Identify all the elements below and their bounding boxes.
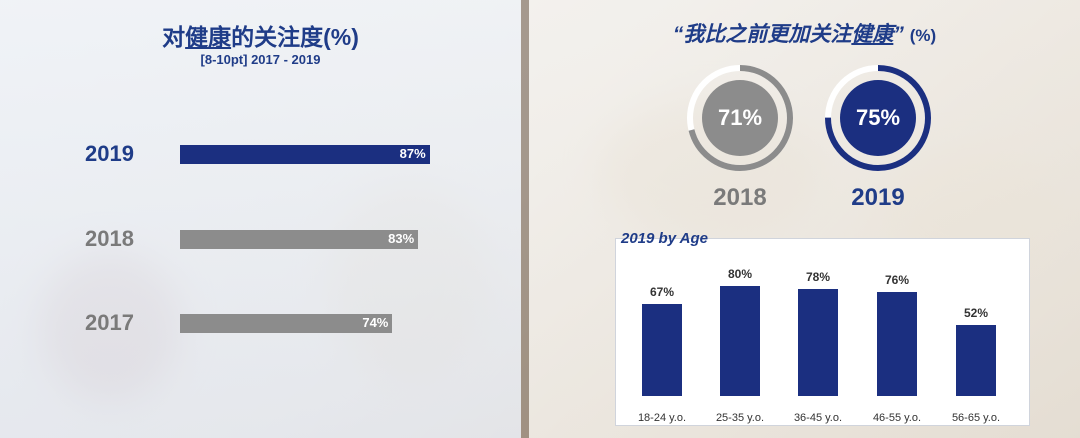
age-bar xyxy=(720,286,760,396)
left-panel xyxy=(0,0,521,438)
right-title-text: “我比之前更加关注 xyxy=(672,23,852,46)
age-category-label: 56-65 y.o. xyxy=(951,412,1001,424)
left-title-text: 对 xyxy=(162,24,186,50)
left-title-underlined: 健康 xyxy=(185,24,232,50)
bar-value-label: 74% xyxy=(362,315,389,330)
horizontal-bar: 74% xyxy=(180,314,393,333)
age-bar xyxy=(798,288,838,396)
panel-divider xyxy=(521,0,529,438)
left-chart-title: 对健康的关注度(%) xyxy=(0,18,521,52)
age-chart-title: 2019 by Age xyxy=(621,230,708,247)
bar-value-label: 87% xyxy=(399,146,426,161)
right-chart-title: “我比之前更加关注健康” (%) xyxy=(529,18,1080,48)
age-category-label: 25-35 y.o. xyxy=(715,412,765,424)
age-category-label: 46-55 y.o. xyxy=(872,412,922,424)
ring-value-label: 71% xyxy=(717,105,763,130)
ring-arc xyxy=(825,65,931,171)
bar-value-label: 83% xyxy=(388,231,415,246)
ring-arc xyxy=(687,65,793,171)
age-bar-value-label: 52% xyxy=(963,305,989,320)
bar-category-label: 2018 xyxy=(85,226,134,251)
bar-category-label: 2019 xyxy=(85,141,134,166)
age-bar xyxy=(642,303,682,396)
ring-year-label: 2019 xyxy=(851,184,905,211)
ring-charts xyxy=(687,65,931,171)
ring-center xyxy=(840,80,916,156)
age-bar-value-label: 78% xyxy=(805,269,831,284)
right-title-underlined: 健康 xyxy=(851,23,894,46)
ring-year-label: 2018 xyxy=(713,184,767,211)
age-bar-value-label: 80% xyxy=(727,267,753,281)
ring-center xyxy=(702,80,778,156)
horizontal-bar: 87% xyxy=(180,145,430,164)
right-title-unit: (%) xyxy=(909,26,937,45)
age-category-label: 36-45 y.o. xyxy=(793,412,843,424)
horizontal-bar: 83% xyxy=(180,230,419,249)
age-bar xyxy=(956,324,996,396)
age-category-label: 18-24 y.o. xyxy=(637,412,687,424)
age-bar-value-label: 67% xyxy=(649,284,675,299)
left-chart-subtitle: [8-10pt] 2017 - 2019 xyxy=(200,52,321,67)
ring-value-label: 75% xyxy=(855,105,901,130)
age-bar xyxy=(877,291,917,396)
right-title-text: ” xyxy=(893,23,904,46)
bar-category-label: 2017 xyxy=(85,310,134,335)
age-bar-value-label: 76% xyxy=(884,272,910,287)
left-title-text: 的关注度(%) xyxy=(231,24,359,50)
